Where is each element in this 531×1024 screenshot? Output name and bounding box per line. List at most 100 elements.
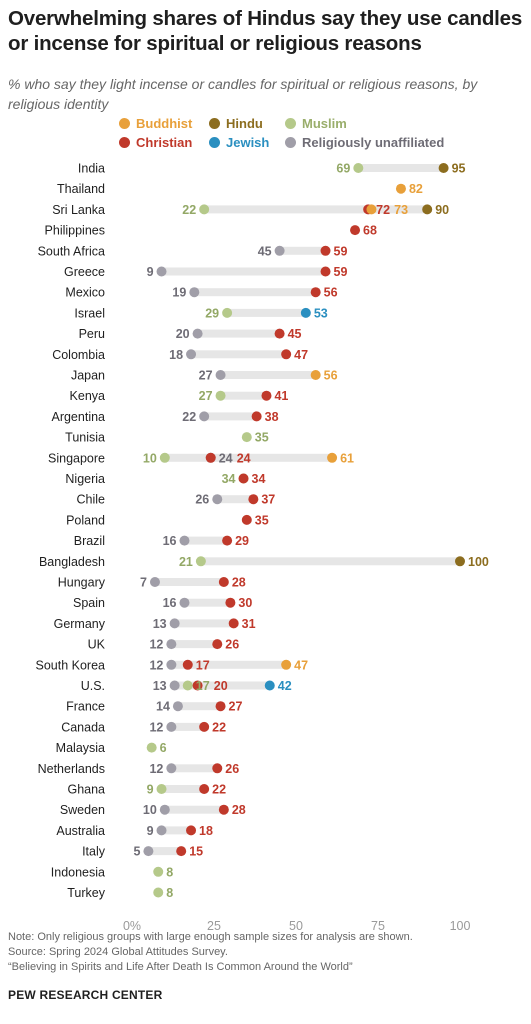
country-label: Netherlands [38,762,105,776]
row-netherlands: Netherlands 12 26 [38,762,240,776]
dot-unaffiliated [159,804,170,815]
value-label-buddhist: 56 [324,369,338,383]
value-label-unaffiliated: 45 [258,244,272,258]
value-label-jewish: 53 [314,306,328,320]
country-label: Hungary [58,576,106,590]
value-label-unaffiliated: 26 [195,493,209,507]
dot-jewish [264,680,275,691]
value-label-unaffiliated: 7 [140,576,147,590]
dot-muslim [353,163,364,173]
range-bar [220,371,316,379]
range-bar [164,453,333,462]
value-label-buddhist: 47 [294,658,308,672]
dot-unaffiliated [192,328,203,339]
dot-unaffiliated [179,535,190,546]
country-label: Australia [56,824,105,838]
country-label: Japan [71,369,105,383]
row-poland: Poland 35 [66,513,269,527]
value-label-muslim: 35 [255,431,269,445]
value-label-christian: 17 [196,658,210,672]
range-bar [204,412,257,421]
country-label: Brazil [74,534,105,548]
range-bar [191,350,287,359]
range-bar [171,660,287,669]
dot-christian [241,514,252,525]
dot-christian [215,701,226,712]
dot-christian [199,721,210,732]
row-uk: UK 12 26 [88,638,240,652]
country-label: Sri Lanka [52,203,105,217]
value-label-unaffiliated: 9 [147,265,154,279]
country-label: Ghana [67,783,105,797]
value-label-christian: 18 [199,824,213,838]
row-australia: Australia 9 18 [56,824,213,838]
x-tick-label: 75 [371,919,385,930]
dot-unaffiliated [166,763,177,774]
country-label: Kenya [70,389,105,403]
dot-christian [320,266,331,277]
country-label: Spain [73,596,105,610]
country-label: U.S. [81,679,105,693]
row-u-s: U.S. 13 17 20 42 [81,679,292,693]
country-label: Tunisia [65,431,105,445]
dot-buddhist [366,204,377,215]
value-label-hindu: 95 [452,162,466,176]
dot-christian [238,473,249,484]
x-tick-label: 0% [123,919,141,930]
range-bar [204,205,428,214]
country-label: Italy [82,845,106,859]
country-label: Poland [66,513,105,527]
value-label-unaffiliated: 24 [219,451,233,465]
source-text: Source: Spring 2024 Global Attitudes Sur… [8,946,228,958]
value-label-unaffiliated: 12 [149,658,163,672]
dot-christian [212,639,223,650]
dot-muslim [222,307,233,318]
range-bar [171,764,218,773]
dot-muslim [153,887,164,898]
value-label-muslim: 21 [179,555,193,569]
value-label-buddhist: 61 [340,451,354,465]
value-label-christian: 41 [274,389,288,403]
range-bar [174,681,270,690]
dot-christian [261,390,272,401]
dot-unaffiliated [166,721,177,732]
dot-hindu [455,556,465,567]
value-label-christian: 22 [212,720,226,734]
row-brazil: Brazil 16 29 [74,534,249,548]
value-label-christian: 30 [238,596,252,610]
value-label-christian: 59 [334,244,348,258]
value-label-buddhist: 73 [394,203,408,217]
dot-unaffiliated [215,370,226,380]
country-label: South Africa [38,244,105,258]
dot-muslim [146,742,157,753]
value-label-christian: 56 [324,286,338,300]
value-label-christian: 28 [232,576,246,590]
dot-christian [218,804,229,815]
country-label: Peru [79,327,105,341]
chart-title: Overwhelming shares of Hindus say they u… [8,7,523,55]
value-label-christian: 20 [214,679,228,693]
row-peru: Peru 20 45 [79,327,302,341]
dot-christian [274,328,285,339]
value-label-muslim: 8 [166,865,173,879]
dot-christian [199,784,210,794]
range-bar [161,785,205,793]
value-label-christian: 31 [242,617,256,631]
x-tick-label: 25 [207,919,221,930]
dot-unaffiliated [186,349,197,360]
value-label-christian: 26 [225,762,239,776]
value-label-hindu: 90 [435,203,449,217]
range-bar [171,640,218,649]
range-bar [171,722,205,731]
value-label-jewish: 42 [278,679,292,693]
dot-muslim [156,784,167,794]
row-france: France 14 27 [66,700,242,714]
dot-hindu [422,204,433,215]
row-malaysia: Malaysia 6 [56,741,167,755]
value-label-christian: 59 [334,265,348,279]
row-singapore: Singapore 10 24 24 61 [48,451,354,465]
note-text: Note: Only religious groups with large e… [8,931,413,943]
x-tick-label: 50 [289,919,303,930]
dot-unaffiliated [156,266,167,277]
